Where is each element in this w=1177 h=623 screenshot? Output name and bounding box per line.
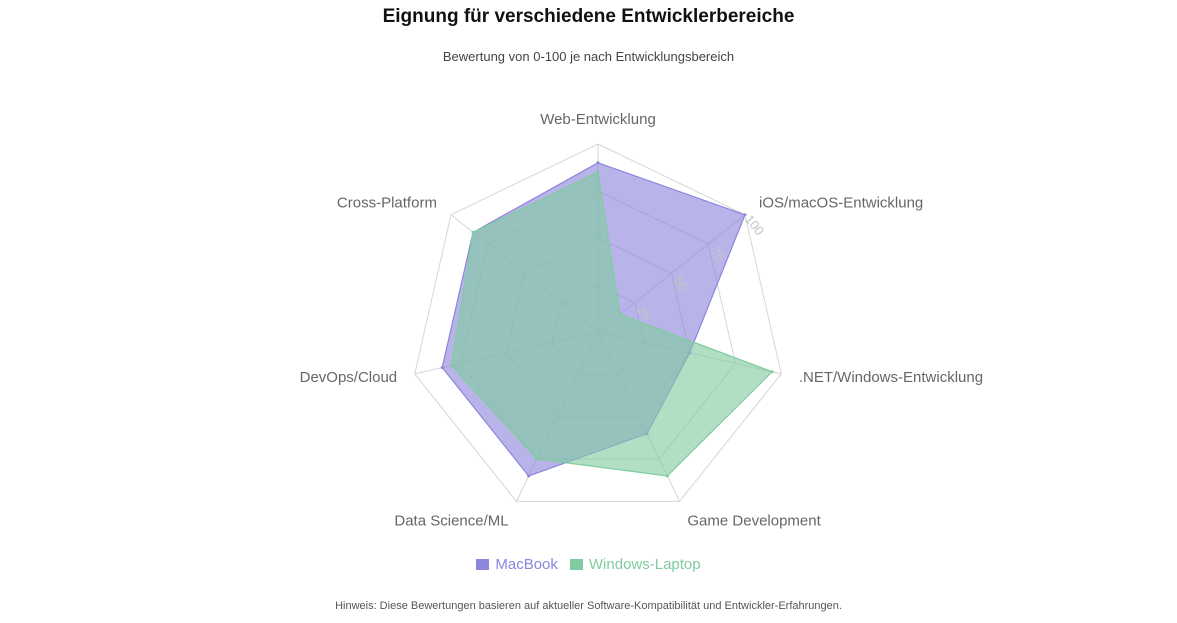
series-point-windows-laptop-data-science-ml[interactable] — [535, 457, 539, 461]
axis-label-web-entwicklung: Web-Entwicklung — [540, 111, 656, 128]
legend-label-macbook: MacBook — [495, 556, 558, 573]
axis-label-data-science-ml: Data Science/ML — [394, 513, 508, 530]
series-point-macbook-ios-macos-entwicklung[interactable] — [743, 213, 747, 217]
chart-subtitle: Bewertung von 0-100 je nach Entwicklungs… — [442, 49, 735, 64]
axis-label-ios-macos-entwicklung: iOS/macOS-Entwicklung — [759, 195, 923, 212]
series-point-windows-laptop-net-windows-entwicklung[interactable] — [770, 370, 774, 374]
legend-swatch-windows-laptop — [569, 559, 583, 570]
series-point-windows-laptop-ios-macos-entwicklung[interactable] — [618, 312, 622, 316]
legend-swatch-macbook — [476, 559, 490, 570]
footnote: Hinweis: Diese Bewertungen basieren auf … — [335, 600, 842, 612]
legend-item-windows-laptop[interactable]: Windows-Laptop — [569, 556, 701, 573]
chart-title: Eignung für verschiedene Entwicklerberei… — [382, 6, 795, 27]
series-point-windows-laptop-web-entwicklung[interactable] — [596, 170, 600, 174]
series-point-windows-laptop-cross-platform[interactable] — [471, 230, 475, 234]
legend: MacBook Windows-Laptop — [0, 556, 1177, 573]
radar-axis-labels: Web-Entwicklung iOS/macOS-Entwicklung .NET… — [300, 111, 983, 530]
series-point-macbook-devops-cloud[interactable] — [440, 366, 444, 370]
series-point-windows-laptop-game-development[interactable] — [665, 474, 669, 478]
legend-label-windows-laptop: Windows-Laptop — [588, 556, 701, 573]
axis-label-devops-cloud: DevOps/Cloud — [300, 369, 398, 386]
axis-label-net-windows-entwicklung: .NET/Windows-Entwicklung — [799, 369, 983, 386]
series-area-windows-laptop[interactable] — [450, 171, 773, 477]
series-point-macbook-data-science-ml[interactable] — [527, 474, 531, 478]
radar-series — [440, 161, 774, 478]
axis-label-cross-platform: Cross-Platform — [337, 195, 437, 212]
legend-item-macbook[interactable]: MacBook — [476, 556, 558, 573]
series-point-macbook-web-entwicklung[interactable] — [596, 161, 600, 165]
axis-label-game-development: Game Development — [687, 513, 821, 530]
grid-ring-100 — [414, 143, 782, 502]
series-point-windows-laptop-devops-cloud[interactable] — [449, 363, 453, 367]
